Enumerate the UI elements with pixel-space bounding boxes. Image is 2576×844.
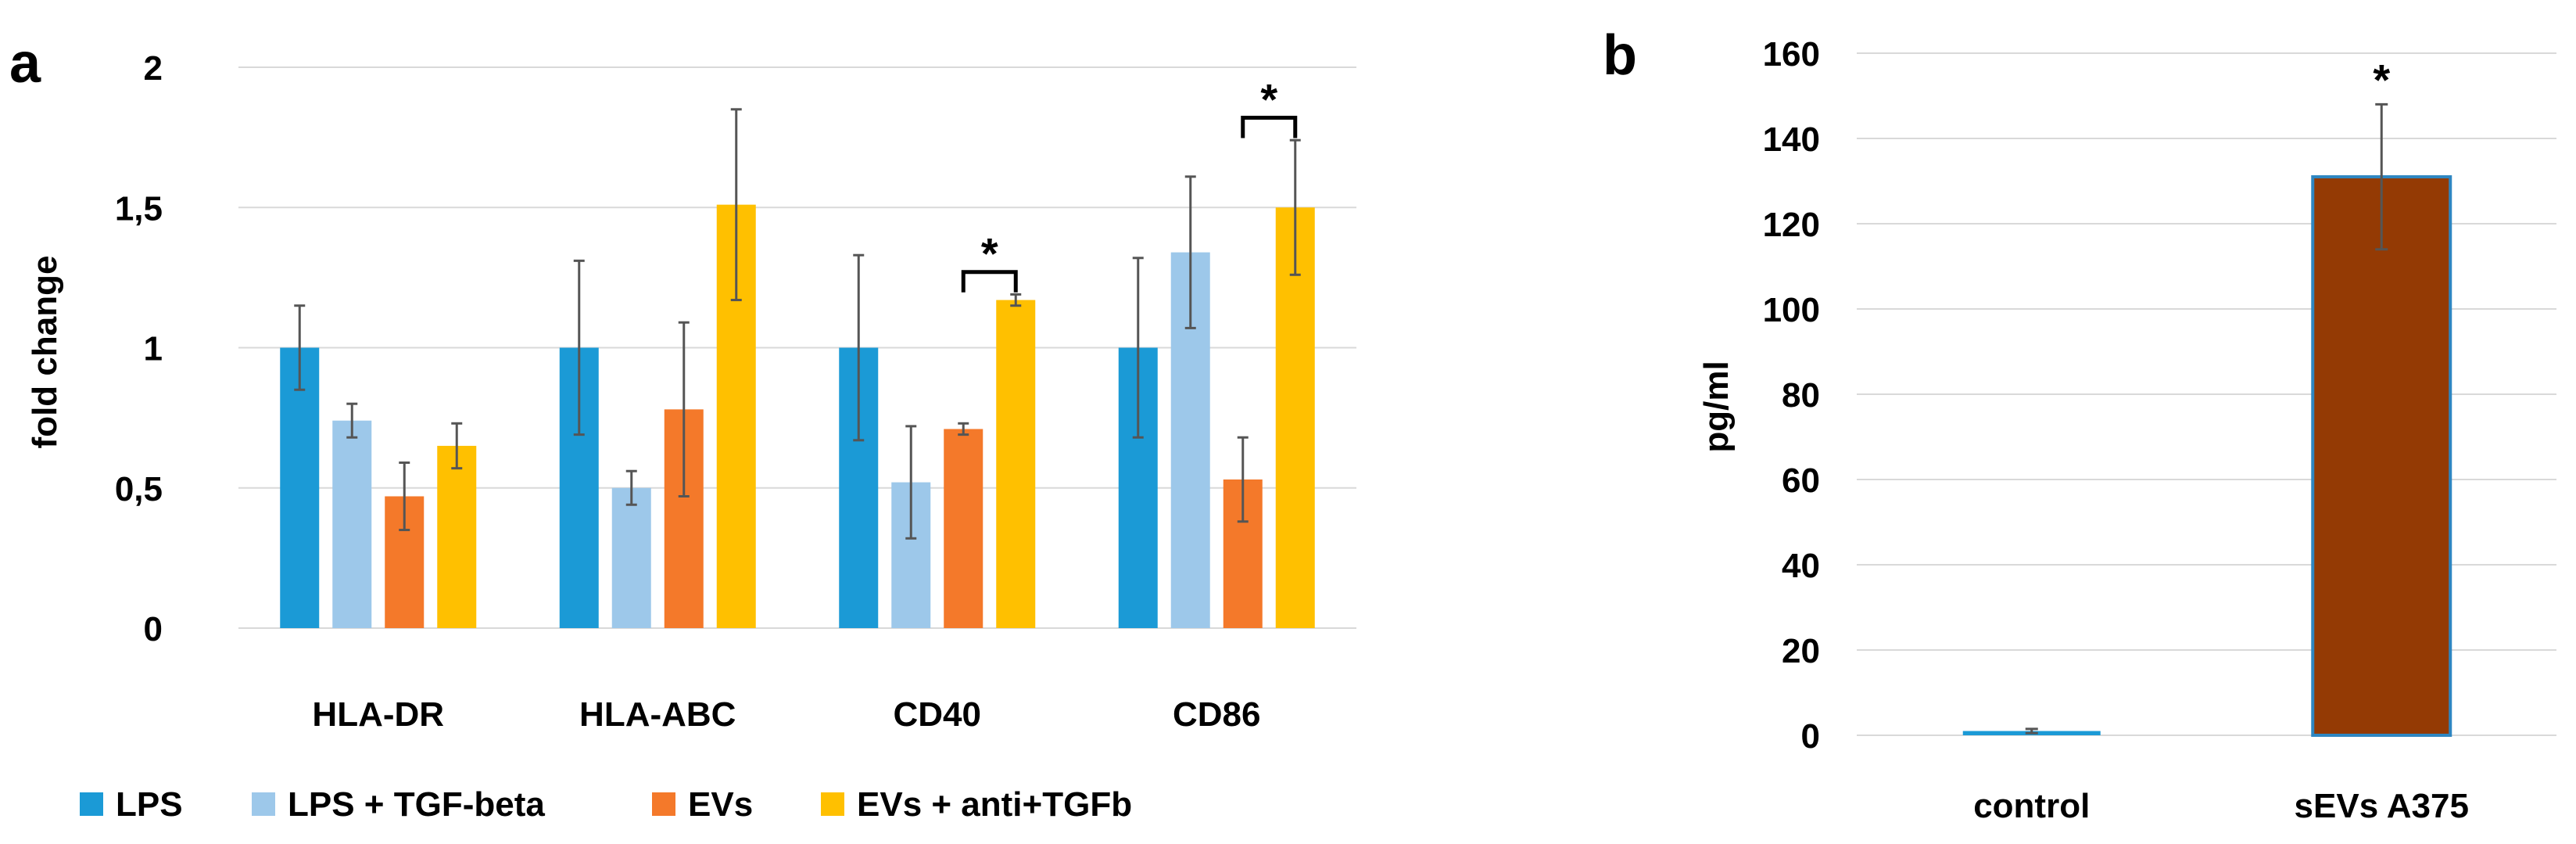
panel-b-y-tick-label: 40	[1782, 547, 1820, 585]
panel-a-bar	[280, 347, 320, 628]
panel-b-y-tick-label: 80	[1782, 376, 1820, 415]
panel-b-y-tick-label: 160	[1763, 35, 1820, 74]
panel-a-category-label: CD86	[1173, 695, 1261, 734]
panel-b-y-axis-title: pg/ml	[1697, 361, 1736, 452]
panel-a-bar	[1275, 207, 1315, 628]
panel-a-legend-label: LPS + TGF-beta	[288, 785, 545, 824]
panel-a-chart: 0 0,5 1 1,5 2 HLA-DR HLA-ABC CD40 CD86 * *	[115, 49, 1356, 734]
panel-b-y-tick-label: 120	[1763, 206, 1820, 244]
panel-b-category-label: sEVs A375	[2295, 787, 2469, 825]
panel-a-bar	[996, 300, 1036, 628]
panel-a-y-tick-label: 0	[144, 610, 163, 648]
panel-a-legend-label: EVs + anti+TGFb	[857, 785, 1132, 824]
panel-a-y-tick-label: 2	[144, 49, 163, 88]
panel-a-legend-swatch	[821, 792, 844, 816]
panel-b-significance-marker: *	[2373, 55, 2390, 104]
panel-a-significance-bracket	[1241, 116, 1298, 138]
panel-a-significance-bracket	[961, 270, 1018, 293]
panel-a-y-tick-label: 0,5	[115, 470, 163, 508]
panel-a-bar	[611, 487, 651, 628]
panel-a-y-axis-title: fold change	[26, 256, 64, 449]
panel-a-y-tick-label: 1,5	[115, 189, 163, 228]
panel-b-y-tick-label: 0	[1801, 717, 1820, 756]
panel-b-category-label: control	[1973, 787, 2090, 825]
panel-b-y-tick-label: 140	[1763, 120, 1820, 159]
panel-a-bar	[437, 445, 477, 628]
panel-a-bar	[332, 420, 372, 628]
panel-a-legend-swatch	[80, 792, 103, 816]
panel-a-category-label: CD40	[894, 695, 982, 734]
panel-a-category-label: HLA-ABC	[579, 695, 736, 734]
panel-a-significance-marker: *	[1260, 75, 1277, 124]
panel-a-legend-swatch	[652, 792, 675, 816]
panel-letter-b: b	[1603, 24, 1637, 87]
panel-a-legend-swatch	[252, 792, 275, 816]
panel-b-y-tick-label: 100	[1763, 291, 1820, 329]
panel-a-legend-label: EVs	[688, 785, 753, 824]
panel-b-y-tick-label: 20	[1782, 632, 1820, 670]
panel-a-bar	[944, 429, 983, 628]
panel-a-legend: LPS LPS + TGF-beta EVs EVs + anti+TGFb	[80, 785, 1132, 824]
panel-b-y-tick-label: 60	[1782, 462, 1820, 500]
panel-b-chart: 0 20 40 60 80 100 120 140 160 control sEVs A375 *	[1763, 35, 2556, 825]
panel-letter-a: a	[9, 32, 41, 95]
panel-a-y-tick-label: 1	[144, 330, 163, 368]
panel-b-bar	[2311, 175, 2452, 738]
panel-a-legend-label: LPS	[116, 785, 183, 824]
panel-a-category-label: HLA-DR	[312, 695, 444, 734]
panel-a-significance-marker: *	[981, 229, 998, 278]
